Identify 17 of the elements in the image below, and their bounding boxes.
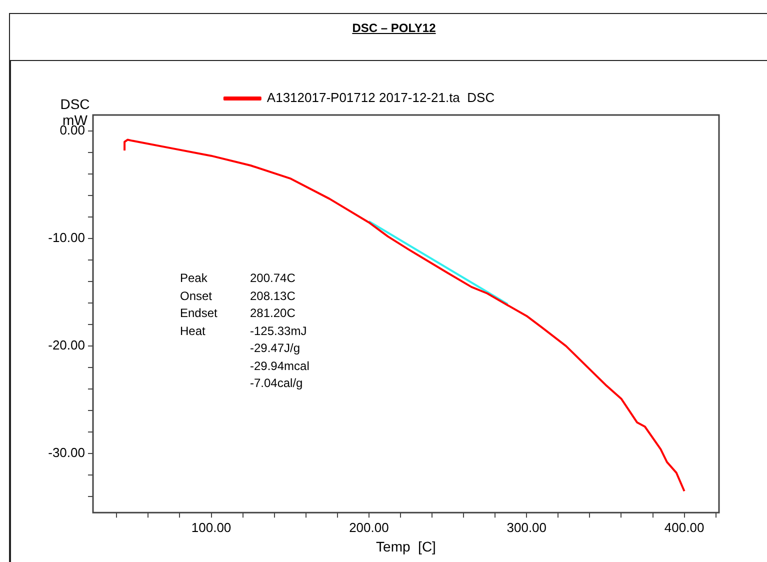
chart-title: DSC – POLY12	[9, 13, 767, 61]
text: Peak 200.74C	[180, 271, 296, 285]
annotation: -29.47J/g	[250, 340, 302, 357]
y-tick-label: -20.00	[48, 338, 85, 353]
x-tick-label: 100.00	[191, 520, 232, 535]
x-tick-label: 300.00	[506, 520, 547, 535]
text: Endset 281.20C	[180, 306, 296, 320]
x-tick-label: 400.00	[664, 520, 704, 535]
x-tick-label: 200.00	[349, 520, 389, 535]
text: Heat -125.33mJ	[180, 324, 307, 338]
x-axis-title: Temp [C]	[376, 538, 436, 554]
text: Onset 208.13C	[180, 288, 296, 302]
y-tick-label: -30.00	[48, 445, 85, 460]
legend-label: A1312017-P01712 2017-12-21.ta DSC	[266, 90, 495, 106]
y-tick-label: -10.00	[48, 230, 85, 246]
annotation: -7.04cal/g	[250, 375, 304, 392]
annotation: -29.94mcal	[250, 358, 310, 374]
